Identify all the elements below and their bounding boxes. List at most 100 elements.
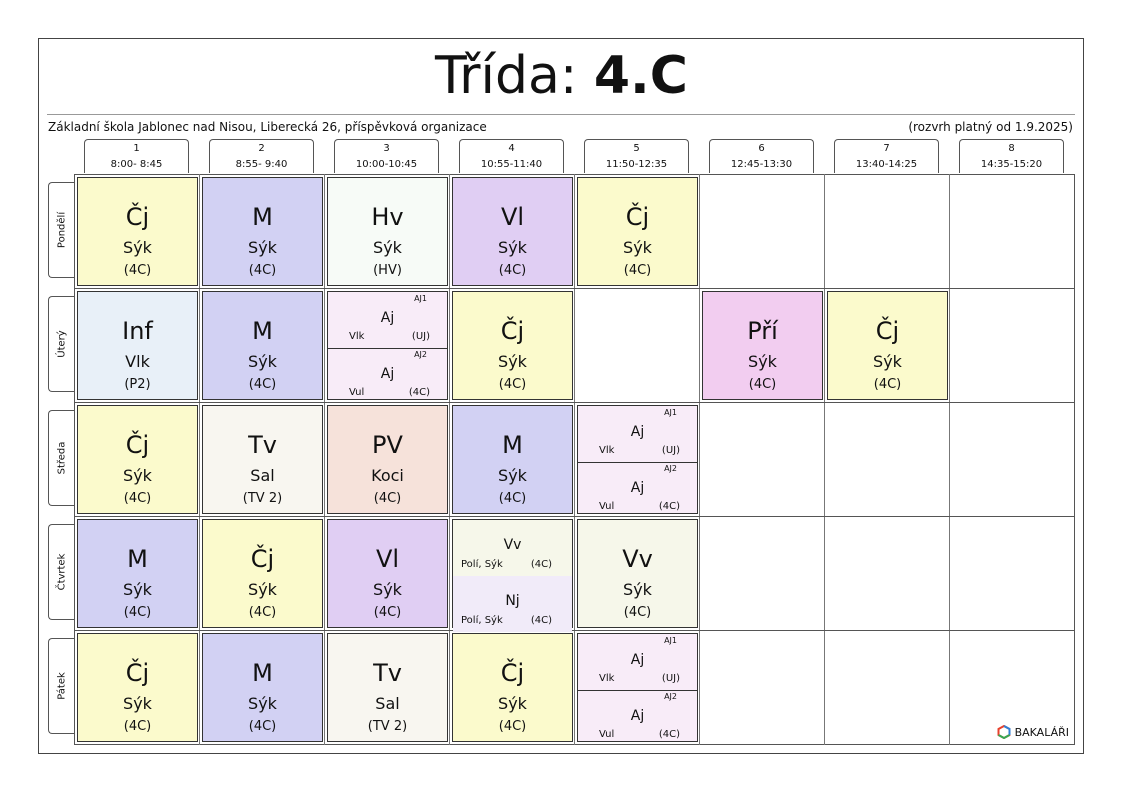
lesson-cell[interactable]: M Sýk (4C) — [202, 177, 323, 286]
lesson-room: (4C) — [373, 605, 402, 620]
lesson-teacher: Sýk — [498, 352, 527, 371]
lesson-cell[interactable]: Čj Sýk (4C) — [577, 177, 698, 286]
lesson-subject: Aj — [630, 652, 645, 668]
lesson-teacher: Vul — [599, 501, 615, 512]
period-number: 3 — [383, 143, 390, 154]
day-label-tuesday: Úterý — [48, 296, 74, 392]
period-time: 10:00-10:45 — [355, 159, 418, 170]
lesson-subject: M — [502, 431, 523, 459]
period-number: 6 — [758, 143, 765, 154]
lesson-cell[interactable]: Hv Sýk (HV) — [327, 177, 448, 286]
lesson-cell[interactable]: Vl Sýk (4C) — [452, 177, 573, 286]
period-number: 7 — [883, 143, 890, 154]
split-lesson-cell[interactable]: AJ1 Aj Vlk (UJ) AJ2 Aj Vul (4C) — [327, 291, 448, 400]
lesson-room: (4C) — [498, 491, 527, 506]
lesson-cell[interactable]: Čj Sýk (4C) — [77, 405, 198, 514]
lesson-room: (TV 2) — [367, 719, 408, 734]
group-label: AJ1 — [664, 636, 677, 645]
lesson-cell[interactable]: Inf Vlk (P2) — [77, 291, 198, 400]
lesson-teacher: Polí, Sýk — [461, 559, 503, 570]
lesson-teacher: Vul — [349, 387, 365, 398]
lesson-teacher: Sal — [375, 694, 400, 713]
grid-line — [324, 174, 325, 745]
lesson-teacher: Sýk — [873, 352, 902, 371]
group-lesson-bottom: Nj Polí, Sýk (4C) — [453, 576, 572, 632]
lesson-room: (4C) — [748, 377, 777, 392]
lesson-cell[interactable]: Čj Sýk (4C) — [202, 519, 323, 628]
period-number: 4 — [508, 143, 515, 154]
split-lesson-cell[interactable]: AJ1 Aj Vlk (UJ) AJ2 Aj Vul (4C) — [577, 633, 698, 742]
lesson-room: (4C) — [530, 559, 552, 570]
lesson-room: (4C) — [123, 263, 152, 278]
lesson-cell[interactable]: PV Koci (4C) — [327, 405, 448, 514]
lesson-cell[interactable]: Vl Sýk (4C) — [327, 519, 448, 628]
lesson-teacher: Vlk — [349, 331, 365, 342]
lesson-subject: Čj — [625, 203, 650, 231]
grid-line — [74, 288, 1075, 289]
lesson-cell[interactable]: M Sýk (4C) — [202, 633, 323, 742]
group-lesson-top: Vv Polí, Sýk (4C) — [453, 520, 572, 577]
lesson-subject: Čj — [500, 659, 525, 687]
lesson-room: (UJ) — [661, 445, 680, 456]
lesson-subject: Aj — [630, 424, 645, 440]
lesson-subject: M — [252, 317, 273, 345]
period-number: 1 — [133, 143, 140, 154]
lesson-subject: Vv — [503, 537, 522, 553]
lesson-cell[interactable]: Čj Sýk (4C) — [452, 633, 573, 742]
grid-line — [449, 174, 450, 745]
lesson-cell[interactable]: Čj Sýk (4C) — [827, 291, 948, 400]
lesson-cell[interactable]: Tv Sal (TV 2) — [327, 633, 448, 742]
lesson-cell[interactable]: Čj Sýk (4C) — [77, 633, 198, 742]
lesson-teacher: Vlk — [599, 445, 615, 456]
lesson-subject: Čj — [250, 545, 275, 573]
period-number: 2 — [258, 143, 265, 154]
group-lesson-top: AJ1 Aj Vlk (UJ) — [578, 406, 697, 463]
lesson-teacher: Sýk — [498, 238, 527, 257]
lesson-teacher: Vul — [599, 729, 615, 740]
lesson-cell[interactable]: Pří Sýk (4C) — [702, 291, 823, 400]
lesson-teacher: Sýk — [623, 238, 652, 257]
lesson-cell[interactable]: M Sýk (4C) — [77, 519, 198, 628]
lesson-subject: Aj — [630, 480, 645, 496]
lesson-teacher: Sýk — [248, 580, 277, 599]
group-lesson-top: AJ1 Aj Vlk (UJ) — [578, 634, 697, 691]
lesson-cell[interactable]: M Sýk (4C) — [452, 405, 573, 514]
lesson-room: (P2) — [124, 377, 151, 392]
lesson-subject: Inf — [122, 317, 153, 345]
lesson-cell[interactable]: Tv Sal (TV 2) — [202, 405, 323, 514]
lesson-teacher: Sýk — [123, 694, 152, 713]
day-label-friday: Pátek — [48, 638, 74, 734]
grid-line — [199, 174, 200, 745]
lesson-teacher: Sýk — [123, 580, 152, 599]
lesson-cell[interactable]: Vv Sýk (4C) — [577, 519, 698, 628]
lesson-teacher: Sýk — [123, 238, 152, 257]
lesson-room: (4C) — [658, 729, 680, 740]
lesson-teacher: Sýk — [498, 466, 527, 485]
period-header-6: 6 12:45-13:30 — [709, 139, 814, 173]
group-lesson-top: AJ1 Aj Vlk (UJ) — [328, 292, 447, 349]
grid-line — [824, 174, 825, 745]
lesson-subject: Aj — [380, 366, 395, 382]
period-time: 8:55- 9:40 — [235, 159, 288, 170]
lesson-subject: Vl — [375, 545, 400, 573]
lesson-room: (4C) — [248, 719, 277, 734]
lesson-subject: Vl — [500, 203, 525, 231]
lesson-teacher: Sýk — [748, 352, 777, 371]
group-label: AJ2 — [664, 692, 677, 701]
lesson-subject: M — [252, 659, 273, 687]
split-lesson-cell[interactable]: AJ1 Aj Vlk (UJ) AJ2 Aj Vul (4C) — [577, 405, 698, 514]
lesson-room: (4C) — [623, 263, 652, 278]
lesson-subject: Pří — [747, 317, 778, 345]
lesson-cell[interactable]: Čj Sýk (4C) — [452, 291, 573, 400]
period-header-4: 4 10:55-11:40 — [459, 139, 564, 173]
split-lesson-cell[interactable]: Vv Polí, Sýk (4C) Nj Polí, Sýk (4C) — [452, 519, 573, 632]
lesson-cell[interactable]: Čj Sýk (4C) — [77, 177, 198, 286]
divider — [47, 114, 1075, 115]
lesson-subject: Čj — [875, 317, 900, 345]
lesson-cell[interactable]: M Sýk (4C) — [202, 291, 323, 400]
lesson-teacher: Vlk — [125, 352, 150, 371]
lesson-teacher: Sýk — [623, 580, 652, 599]
lesson-room: (TV 2) — [242, 491, 283, 506]
period-header-7: 7 13:40-14:25 — [834, 139, 939, 173]
day-label-thursday: Čtvrtek — [48, 524, 74, 620]
